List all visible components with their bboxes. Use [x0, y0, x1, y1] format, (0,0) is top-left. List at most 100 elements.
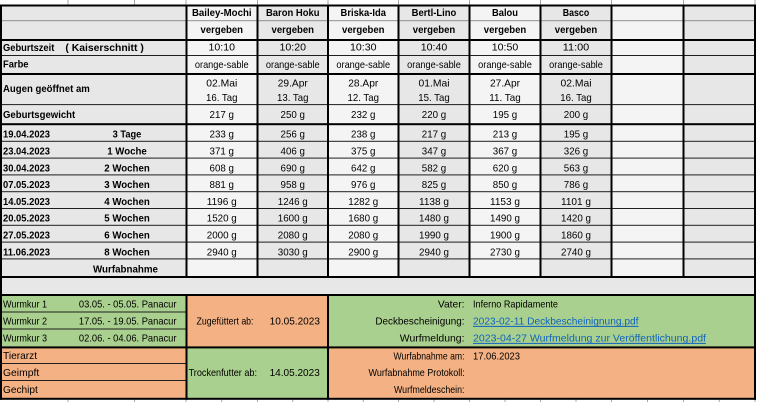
svg-text:Balou: Balou — [492, 7, 518, 19]
svg-text:Wurmkur 2: Wurmkur 2 — [3, 315, 47, 327]
svg-text:orange-sable: orange-sable — [336, 59, 390, 71]
svg-text:vergeben: vergeben — [555, 24, 598, 36]
svg-text:250 g: 250 g — [281, 109, 306, 121]
svg-text:2 Wochen: 2 Wochen — [104, 162, 150, 174]
svg-text:Wurfabnahme am:: Wurfabnahme am: — [394, 350, 465, 362]
svg-text:Baron Hoku: Baron Hoku — [266, 7, 320, 19]
svg-text:4 Wochen: 4 Wochen — [104, 196, 150, 208]
svg-text:orange-sable: orange-sable — [407, 59, 461, 71]
svg-text:orange-sable: orange-sable — [266, 59, 320, 71]
svg-text:17.06.2023: 17.06.2023 — [473, 350, 520, 362]
svg-text:02.Mai: 02.Mai — [206, 78, 237, 90]
svg-text:2900 g: 2900 g — [348, 246, 378, 258]
svg-text:29.Apr: 29.Apr — [278, 78, 308, 90]
svg-text:881 g: 881 g — [210, 179, 235, 191]
svg-text:27.05.2023: 27.05.2023 — [3, 230, 50, 242]
svg-text:orange-sable: orange-sable — [549, 59, 603, 71]
svg-text:406 g: 406 g — [281, 146, 306, 158]
svg-text:2080 g: 2080 g — [348, 230, 378, 242]
svg-text:Zugefüttert ab:: Zugefüttert ab: — [197, 315, 254, 327]
svg-text:23.04.2023: 23.04.2023 — [3, 146, 50, 158]
svg-text:Gechipt: Gechipt — [3, 384, 38, 396]
svg-text:16. Tag: 16. Tag — [206, 92, 238, 104]
svg-text:1138 g: 1138 g — [419, 196, 449, 208]
svg-text:Deckbescheinigung:: Deckbescheinigung: — [375, 316, 464, 328]
svg-text:1101 g: 1101 g — [561, 196, 591, 208]
svg-text:5 Wochen: 5 Wochen — [104, 213, 150, 225]
svg-text:1282 g: 1282 g — [348, 196, 378, 208]
svg-text:256 g: 256 g — [281, 129, 306, 141]
svg-text:2940 g: 2940 g — [207, 246, 237, 258]
svg-text:375 g: 375 g — [351, 146, 376, 158]
svg-text:03.05. - 05.05. Panacur: 03.05. - 05.05. Panacur — [79, 298, 177, 310]
svg-text:20.05.2023: 20.05.2023 — [3, 213, 50, 225]
svg-text:195 g: 195 g — [493, 109, 518, 121]
svg-text:217 g: 217 g — [210, 109, 235, 121]
svg-text:19.04.2023: 19.04.2023 — [3, 129, 50, 141]
svg-text:Wurfmeldeschein:: Wurfmeldeschein: — [394, 384, 465, 396]
svg-text:Augen geöffnet am: Augen geöffnet am — [3, 83, 90, 95]
svg-text:850 g: 850 g — [493, 179, 518, 191]
svg-text:367 g: 367 g — [493, 146, 518, 158]
svg-text:11. Tag: 11. Tag — [489, 92, 521, 104]
svg-text:10:30: 10:30 — [350, 42, 377, 54]
svg-text:Bertl-Lino: Bertl-Lino — [412, 7, 457, 19]
svg-text:28.Apr: 28.Apr — [348, 78, 378, 90]
svg-text:200 g: 200 g — [564, 109, 589, 121]
svg-text:3 Tage: 3 Tage — [113, 129, 142, 141]
svg-text:10:50: 10:50 — [492, 42, 519, 54]
svg-text:213 g: 213 g — [493, 129, 518, 141]
svg-text:2730 g: 2730 g — [490, 246, 520, 258]
svg-text:orange-sable: orange-sable — [195, 59, 249, 71]
svg-text:976 g: 976 g — [351, 179, 376, 191]
svg-text:2080 g: 2080 g — [278, 230, 308, 242]
svg-text:3 Wochen: 3 Wochen — [104, 179, 150, 191]
svg-text:17.05. - 19.05. Panacur: 17.05. - 19.05. Panacur — [79, 315, 177, 327]
svg-text:vergeben: vergeben — [272, 24, 315, 36]
svg-text:1990 g: 1990 g — [419, 230, 449, 242]
svg-text:2740 g: 2740 g — [561, 246, 591, 258]
svg-text:1480 g: 1480 g — [419, 213, 449, 225]
svg-text:vergeben: vergeben — [413, 24, 456, 36]
svg-text:2000 g: 2000 g — [207, 230, 237, 242]
svg-text:786 g: 786 g — [564, 179, 589, 191]
svg-text:Tierarzt: Tierarzt — [3, 350, 37, 362]
svg-text:1680 g: 1680 g — [348, 213, 378, 225]
svg-text:Trockenfutter ab:: Trockenfutter ab: — [189, 367, 257, 379]
svg-text:orange-sable: orange-sable — [478, 59, 532, 71]
svg-text:02.06. - 04.06. Panacur: 02.06. - 04.06. Panacur — [79, 332, 177, 344]
svg-text:Geburtsgewicht: Geburtsgewicht — [3, 109, 76, 121]
svg-text:01.Mai: 01.Mai — [418, 78, 449, 90]
svg-text:2023-02-11 Deckbescheinignung.: 2023-02-11 Deckbescheinignung.pdf — [473, 316, 639, 328]
svg-text:8 Wochen: 8 Wochen — [104, 246, 150, 258]
svg-text:1900 g: 1900 g — [490, 230, 520, 242]
svg-text:195 g: 195 g — [564, 129, 589, 141]
svg-text:Wurfmeldung:: Wurfmeldung: — [400, 333, 465, 345]
svg-text:220 g: 220 g — [422, 109, 447, 121]
svg-text:1153 g: 1153 g — [490, 196, 520, 208]
svg-text:1246 g: 1246 g — [278, 196, 308, 208]
svg-text:vergeben: vergeben — [201, 24, 244, 36]
svg-text:347 g: 347 g — [422, 146, 447, 158]
svg-text:Geburtszeit: Geburtszeit — [3, 42, 55, 54]
svg-text:14.05.2023: 14.05.2023 — [270, 367, 320, 379]
svg-text:2023-04-27 Wurfmeldung zur Ver: 2023-04-27 Wurfmeldung zur Veröffentlich… — [473, 333, 706, 345]
svg-text:Wurmkur 1: Wurmkur 1 — [3, 298, 47, 310]
svg-text:Briska-Ida: Briska-Ida — [341, 7, 387, 19]
svg-text:27.Apr: 27.Apr — [490, 78, 520, 90]
svg-text:11.06.2023: 11.06.2023 — [3, 246, 50, 258]
svg-text:Farbe: Farbe — [3, 59, 29, 71]
svg-text:vergeben: vergeben — [484, 24, 527, 36]
svg-text:690 g: 690 g — [281, 162, 306, 174]
svg-text:Vater:: Vater: — [438, 299, 465, 311]
svg-text:vergeben: vergeben — [342, 24, 385, 36]
svg-text:14.05.2023: 14.05.2023 — [3, 196, 50, 208]
svg-text:02.Mai: 02.Mai — [560, 78, 591, 90]
svg-text:3030 g: 3030 g — [278, 246, 308, 258]
svg-text:1520 g: 1520 g — [207, 213, 237, 225]
svg-text:10:20: 10:20 — [280, 42, 307, 54]
svg-text:238 g: 238 g — [351, 129, 376, 141]
svg-text:1196 g: 1196 g — [207, 196, 237, 208]
svg-text:Wurfabnahme Protokoll:: Wurfabnahme Protokoll: — [369, 367, 465, 379]
svg-text:10:10: 10:10 — [209, 42, 236, 54]
